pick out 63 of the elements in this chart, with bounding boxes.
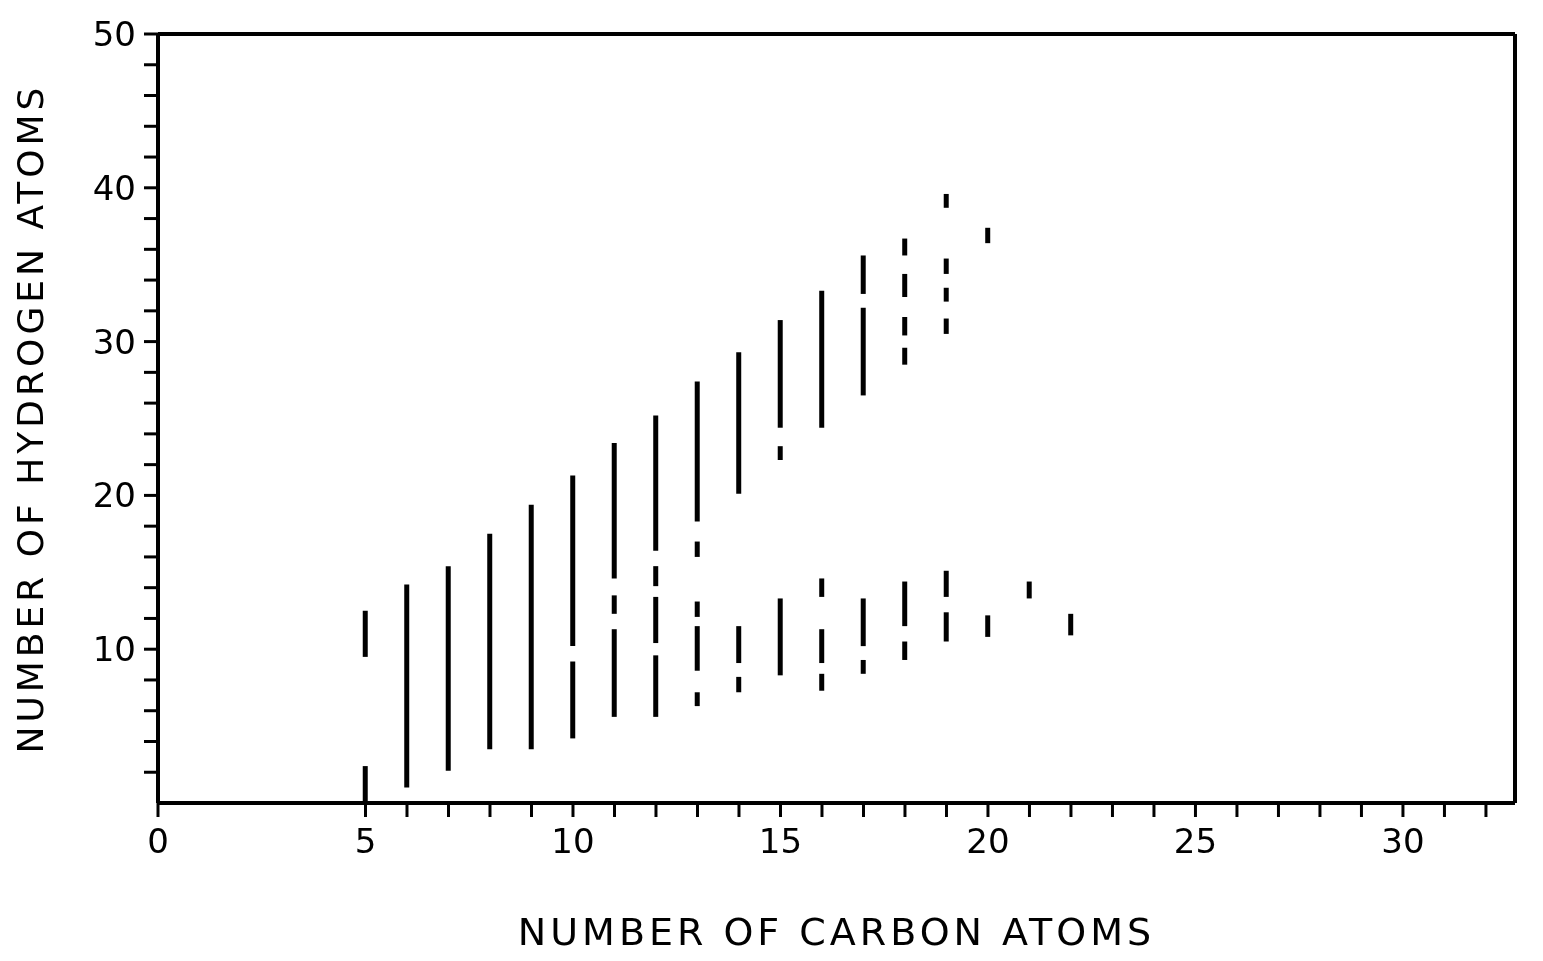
bar [570, 475, 576, 647]
bar [819, 673, 825, 691]
bar [736, 352, 742, 494]
x-tick-label: 5 [354, 821, 377, 862]
bar [653, 566, 659, 587]
bar [902, 238, 908, 256]
y-tick-label: 30 [92, 321, 136, 362]
x-axis-title: NUMBER OF CARBON ATOMS [517, 910, 1156, 954]
x-tick-label: 20 [966, 821, 1010, 862]
x-tick-label: 30 [1381, 821, 1425, 862]
bar [611, 443, 617, 579]
bar [694, 626, 700, 671]
bar [694, 541, 700, 557]
bar [611, 629, 617, 717]
bar [819, 578, 825, 597]
bar [445, 566, 451, 771]
bar [902, 347, 908, 365]
bar [487, 533, 493, 750]
bar [653, 415, 659, 551]
bar [902, 273, 908, 297]
bar [570, 661, 576, 739]
x-tick-label: 25 [1173, 821, 1218, 862]
bar [694, 381, 700, 522]
bar [362, 610, 368, 657]
bar [736, 626, 742, 664]
bar [860, 307, 866, 396]
y-tick-label: 20 [92, 475, 136, 516]
bar [902, 581, 908, 627]
bar [985, 227, 991, 244]
bar [777, 446, 783, 461]
bar [653, 596, 659, 644]
bar [777, 598, 783, 676]
bar [653, 655, 659, 717]
x-tick-label: 15 [758, 821, 803, 862]
x-tick-label: 10 [551, 821, 595, 862]
y-tick-label: 10 [92, 629, 136, 670]
bar [528, 504, 534, 750]
y-tick-label: 50 [92, 14, 136, 55]
bar [404, 584, 410, 788]
bar [943, 318, 949, 334]
bar [943, 287, 949, 302]
bar [902, 316, 908, 336]
bar [736, 676, 742, 693]
y-tick-label: 40 [92, 167, 136, 208]
bar [860, 598, 866, 647]
bar [860, 659, 866, 674]
bar [943, 193, 949, 208]
bar [943, 612, 949, 642]
bar [902, 641, 908, 660]
bar [1026, 581, 1032, 599]
bar [860, 255, 866, 294]
bar [694, 601, 700, 617]
bar [1068, 613, 1074, 636]
bar [943, 570, 949, 597]
bar [611, 595, 617, 614]
y-axis-title: NUMBER OF HYDROGEN ATOMS [9, 83, 51, 754]
bar [943, 258, 949, 274]
bar [985, 615, 991, 637]
bar [694, 692, 700, 707]
bar [819, 290, 825, 428]
x-tick-label: 0 [147, 821, 169, 862]
bar [777, 320, 783, 428]
bar [819, 629, 825, 664]
